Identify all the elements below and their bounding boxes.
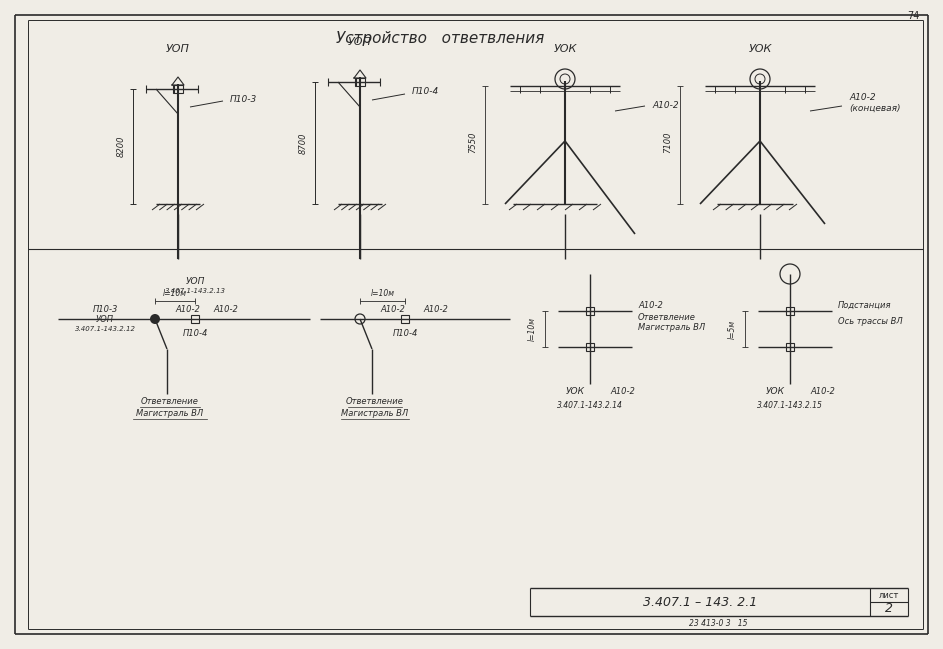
Text: А10-2: А10-2 (638, 300, 663, 310)
Text: l=5м: l=5м (727, 319, 736, 339)
Circle shape (755, 74, 765, 84)
Text: Магистраль ВЛ: Магистраль ВЛ (341, 408, 408, 417)
Text: А10-2: А10-2 (423, 304, 448, 313)
Text: А10-2: А10-2 (213, 304, 238, 313)
Text: Магистраль ВЛ: Магистраль ВЛ (137, 408, 204, 417)
Circle shape (560, 74, 570, 84)
Bar (786, 343, 794, 351)
Bar (401, 315, 409, 323)
Text: Ось трассы ВЛ: Ось трассы ВЛ (838, 317, 902, 326)
Text: Ответвление: Ответвление (346, 397, 404, 406)
Text: Ответвление: Ответвление (638, 313, 696, 321)
Text: УОК: УОК (566, 387, 585, 395)
Text: А10-2: А10-2 (610, 387, 635, 395)
Text: 3.407.1 – 143. 2.1: 3.407.1 – 143. 2.1 (643, 596, 757, 609)
Text: П10-3: П10-3 (230, 95, 257, 103)
Text: 7100: 7100 (664, 132, 672, 153)
Text: А10-2: А10-2 (175, 304, 200, 313)
Circle shape (780, 264, 800, 284)
Text: 2: 2 (885, 602, 893, 615)
Text: П10-4: П10-4 (412, 88, 439, 97)
Circle shape (355, 314, 365, 324)
Text: 8200: 8200 (117, 136, 125, 157)
Text: Магистраль ВЛ: Магистраль ВЛ (638, 323, 705, 332)
Text: лист: лист (879, 591, 900, 600)
Text: 3.407.1-143.2.13: 3.407.1-143.2.13 (164, 288, 225, 294)
Bar (173, 85, 183, 93)
Text: УОК: УОК (749, 44, 771, 54)
Text: 3.407.1-143.2.15: 3.407.1-143.2.15 (757, 400, 823, 410)
Text: УОП: УОП (186, 276, 205, 286)
Text: УОП: УОП (348, 37, 372, 47)
Text: l=10м: l=10м (371, 289, 394, 299)
Text: 74: 74 (907, 11, 920, 21)
Bar (586, 343, 594, 351)
Text: УОП: УОП (96, 315, 114, 323)
Text: А10-2
(концевая): А10-2 (концевая) (849, 93, 901, 113)
Text: 23 413-0 3   15: 23 413-0 3 15 (688, 620, 747, 628)
Text: А10-2: А10-2 (810, 387, 835, 395)
Text: Ответвление: Ответвление (141, 397, 199, 406)
Text: А10-2: А10-2 (652, 101, 679, 110)
Bar (191, 315, 199, 323)
Bar (355, 78, 365, 86)
Text: l=10м: l=10м (527, 317, 537, 341)
Text: П10-3: П10-3 (92, 304, 118, 313)
Bar (586, 307, 594, 315)
Text: 7550: 7550 (469, 132, 477, 153)
Text: П10-4: П10-4 (182, 330, 207, 339)
Text: l=10м: l=10м (163, 289, 187, 299)
Text: УОК: УОК (766, 387, 785, 395)
Text: П10-4: П10-4 (392, 330, 418, 339)
Text: 8700: 8700 (299, 132, 307, 154)
Circle shape (555, 69, 575, 89)
Text: УОК: УОК (554, 44, 577, 54)
Text: Устройство   ответвления: Устройство ответвления (336, 32, 544, 47)
Text: 3.407.1-143.2.14: 3.407.1-143.2.14 (557, 400, 623, 410)
Circle shape (750, 69, 770, 89)
Bar (786, 307, 794, 315)
Text: УОП: УОП (166, 44, 190, 54)
Text: 3.407.1-143.2.12: 3.407.1-143.2.12 (74, 326, 136, 332)
Text: Подстанция: Подстанция (838, 300, 891, 310)
Text: А10-2: А10-2 (380, 304, 405, 313)
Circle shape (150, 314, 160, 324)
